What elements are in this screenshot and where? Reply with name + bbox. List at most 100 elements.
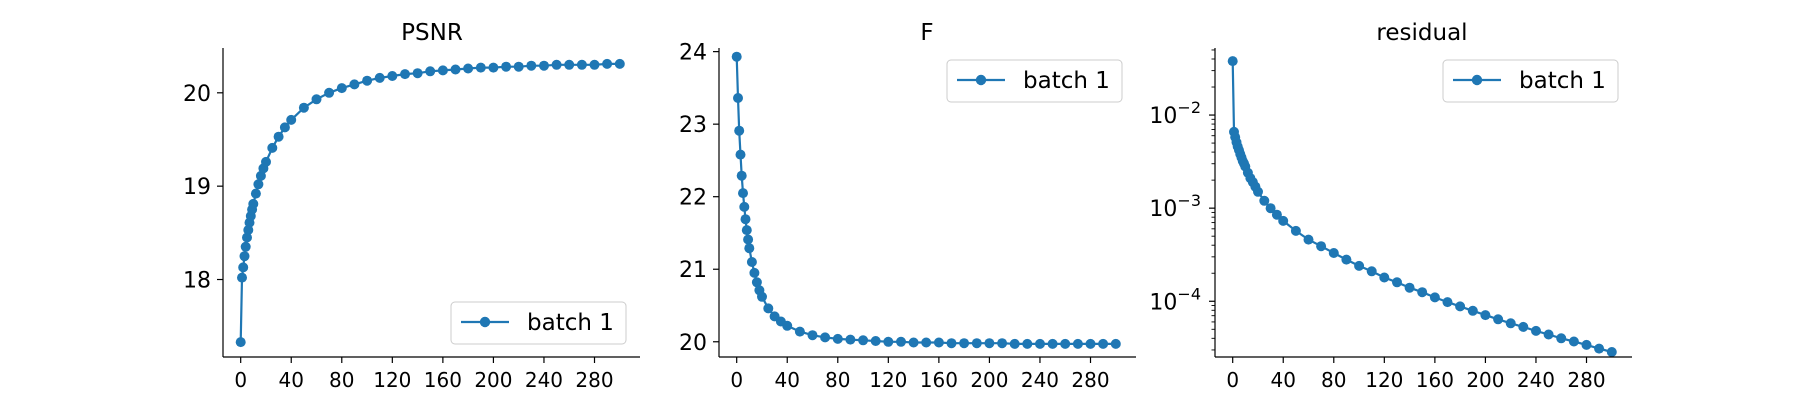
data-point	[740, 214, 751, 225]
legend-marker-f	[975, 74, 987, 86]
y-tick-base: 10	[1149, 104, 1177, 129]
x-tick-label: 160	[424, 368, 462, 392]
data-point	[807, 330, 818, 341]
y-tick-base: 10	[1149, 197, 1177, 222]
y-tick-label: 18	[183, 269, 211, 294]
data-point	[1392, 277, 1402, 288]
x-tick-label: 40	[279, 368, 304, 392]
data-point	[738, 188, 748, 199]
data-point	[858, 335, 869, 346]
data-point	[734, 125, 745, 136]
legend-f: batch 1	[946, 59, 1123, 103]
chart-panel-residual: residual 0 40 80 120 160 200 240 28010−210−310−…	[1149, 20, 1632, 392]
data-point	[959, 338, 970, 349]
data-point	[1098, 338, 1109, 349]
legend-label-psnr: batch 1	[527, 310, 614, 336]
data-point	[286, 114, 297, 125]
series-line-f	[735, 56, 1116, 345]
data-point	[513, 61, 524, 72]
data-point	[1480, 310, 1491, 321]
data-point	[870, 336, 881, 346]
data-point	[374, 72, 385, 83]
data-point	[1606, 347, 1617, 357]
data-point	[450, 64, 461, 75]
data-point	[437, 65, 448, 76]
y-tick-exponent: −2	[1177, 98, 1201, 117]
data-point	[238, 262, 249, 273]
data-point	[564, 59, 575, 70]
x-tick-label: 120	[1365, 368, 1403, 392]
legend-marker-psnr	[479, 316, 491, 328]
x-tick-label: 40	[775, 368, 800, 392]
y-tick-label: 21	[679, 258, 707, 283]
chart-panel-f: F 0 40 80 120 160 200 240 280 20 21 22 23 24 batch 1	[679, 20, 1136, 392]
plot-area-psnr: 0 40 80 120 160 200 240 280 18 19 20	[183, 58, 625, 392]
data-point	[336, 83, 347, 94]
x-tick-label: 240	[1021, 368, 1059, 392]
data-point	[757, 291, 767, 302]
data-point	[539, 60, 549, 71]
data-point	[1581, 339, 1592, 350]
data-point	[763, 303, 774, 314]
data-point	[984, 338, 995, 349]
data-point	[744, 243, 755, 254]
data-point	[735, 149, 746, 160]
data-point	[1379, 272, 1390, 283]
data-point	[589, 59, 600, 70]
legend-frame-f	[946, 59, 1123, 103]
data-point	[576, 59, 587, 70]
y-tick-label: 10−2	[1149, 98, 1201, 129]
data-point	[743, 234, 754, 245]
data-point	[782, 320, 793, 331]
data-point	[1328, 248, 1339, 258]
data-point	[311, 94, 322, 105]
x-tick-label: 120	[869, 368, 907, 392]
data-point	[412, 68, 423, 79]
data-point	[1417, 287, 1428, 298]
data-point	[1085, 338, 1096, 349]
data-point	[240, 241, 251, 252]
data-point	[731, 51, 742, 62]
data-point	[933, 337, 944, 348]
data-point	[794, 326, 805, 337]
data-point	[235, 337, 246, 348]
plot-area-f: 0 40 80 120 160 200 240 280 20 21 22 23 24	[679, 41, 1121, 392]
data-point	[242, 232, 252, 243]
data-point	[1493, 314, 1504, 325]
y-tick-base: 10	[1149, 290, 1177, 315]
data-point	[324, 87, 335, 98]
data-point	[1060, 338, 1071, 349]
data-point	[425, 66, 436, 77]
x-tick-label: 0	[1226, 368, 1239, 392]
data-point	[749, 267, 760, 278]
data-point	[908, 337, 919, 348]
x-tick-label: 160	[920, 368, 958, 392]
data-point	[746, 257, 757, 267]
data-point	[267, 142, 278, 153]
data-point	[602, 58, 613, 69]
data-point	[896, 336, 906, 347]
data-point	[1568, 336, 1579, 347]
x-tick-label: 0	[234, 368, 247, 392]
legend-label-f: batch 1	[1023, 68, 1110, 94]
data-point	[1505, 318, 1516, 329]
y-tick-label: 20	[183, 82, 211, 107]
x-tick-label: 0	[730, 368, 743, 392]
chart-panel-psnr: PSNR 0 40 80 120 160 200 240 280 18 19 20 batch 1	[183, 20, 640, 392]
data-point	[248, 198, 259, 209]
data-point	[832, 333, 843, 344]
data-point	[1429, 292, 1440, 303]
data-point	[1278, 215, 1289, 226]
data-point	[1531, 325, 1541, 336]
data-point	[614, 58, 625, 69]
data-point	[921, 337, 932, 348]
x-tick-label: 80	[329, 368, 354, 392]
data-point	[1271, 209, 1282, 220]
data-point	[501, 61, 512, 72]
x-tick-label: 160	[1416, 368, 1454, 392]
y-tick-label: 10−4	[1149, 284, 1201, 315]
data-point	[1259, 195, 1270, 206]
x-tick-label: 280	[1567, 368, 1605, 392]
